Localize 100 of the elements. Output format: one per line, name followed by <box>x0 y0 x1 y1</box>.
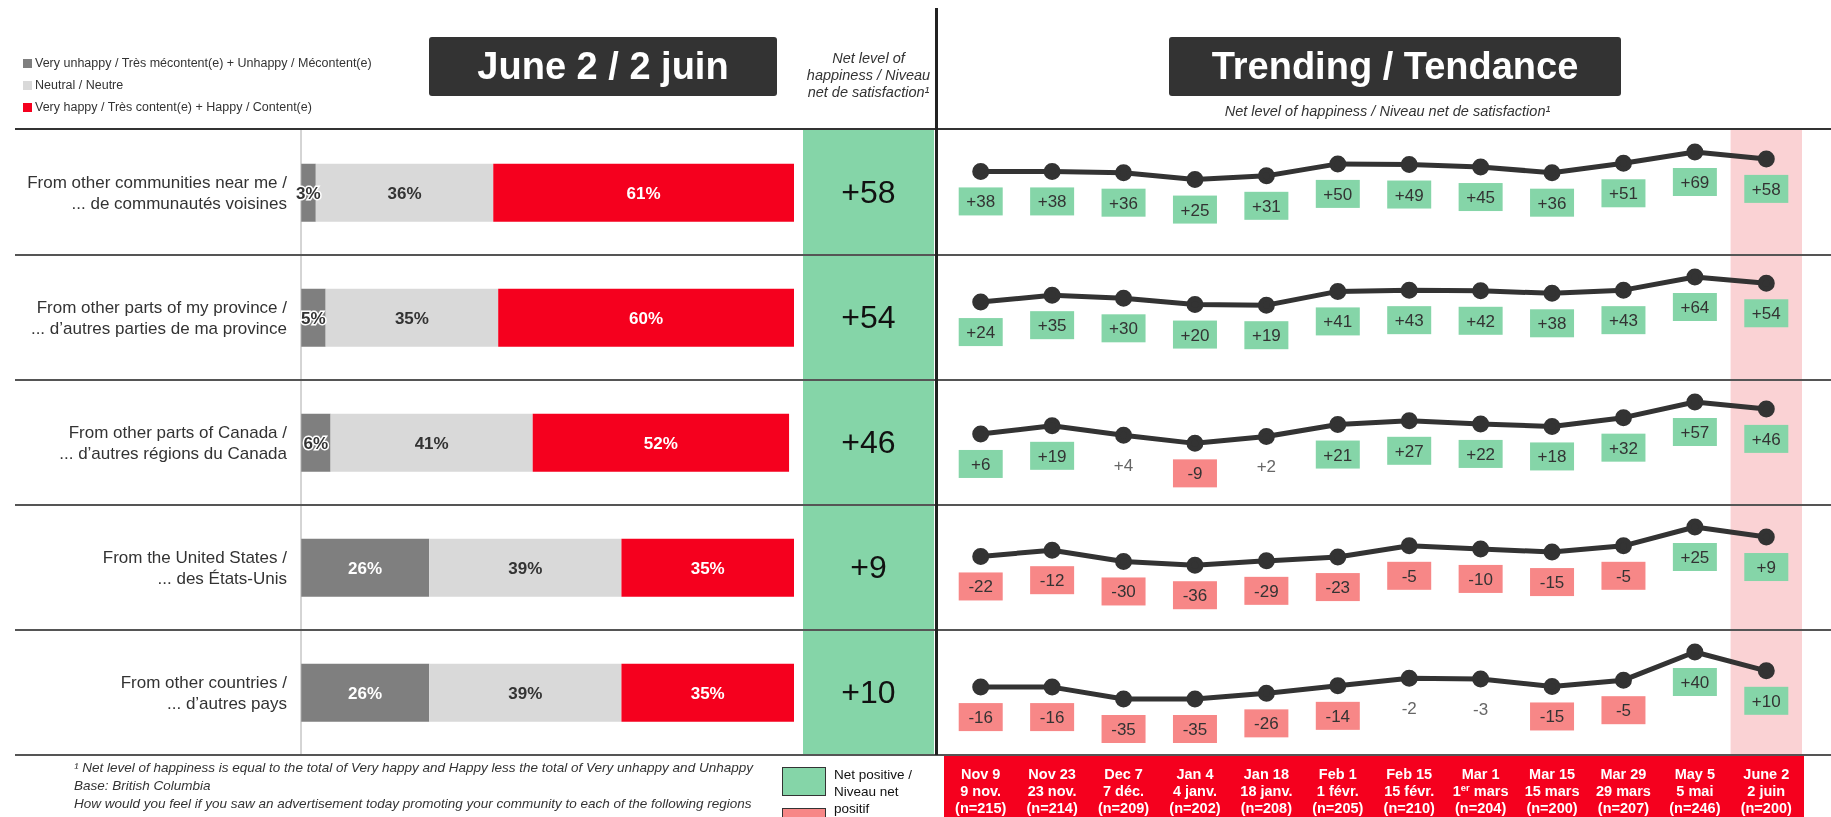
data-label: -10 <box>1468 569 1493 589</box>
data-label: +45 <box>1466 188 1496 208</box>
x-tick-label: Feb 1 1 févr. (n=205) <box>1312 766 1364 816</box>
legend-label: Very unhappy / Très mécontent(e) + Unhappy / Mécontent(e) <box>35 55 372 72</box>
data-label: 26% <box>348 683 383 703</box>
data-label: +38 <box>966 192 996 212</box>
x-tick-label: Nov 23 23 nov. (n=214) <box>1026 766 1078 816</box>
x-tick-label: June 2 2 juin (n=200) <box>1740 766 1793 816</box>
chart-subtitle: Net level of happiness / Niveau net de satisfaction¹ <box>1223 103 1552 119</box>
x-tick-label: Jan 4 4 janv. (n=202) <box>1169 766 1221 816</box>
data-label: -23 <box>1325 578 1351 598</box>
data-label: 5% <box>301 308 326 328</box>
bar <box>621 663 794 722</box>
x-tick-label: Nov 9 9 nov. (n=215) <box>955 766 1007 816</box>
data-label: +50 <box>1323 184 1353 204</box>
data-label: 41% <box>414 433 449 453</box>
data-label: +27 <box>1394 441 1424 461</box>
y-tick-label: From the United States / ... des États-Unis <box>102 548 288 588</box>
data-label: -9 <box>1187 464 1203 484</box>
data-label: -16 <box>1039 708 1065 728</box>
point <box>1400 669 1418 687</box>
data-label: -12 <box>1039 571 1065 591</box>
y-tick-label: From other communities near me / ... de communautés voisines <box>27 173 288 213</box>
data-label: -26 <box>1254 714 1279 734</box>
point <box>1115 426 1133 444</box>
data-label: +9 <box>1756 558 1776 578</box>
data-label: +69 <box>1680 173 1710 192</box>
data-label: -36 <box>1182 586 1208 606</box>
data-label: +54 <box>1751 304 1781 324</box>
data-label: +42 <box>1466 311 1496 331</box>
legend-label: Very happy / Très content(e) + Happy / Content(e) <box>35 99 312 116</box>
data-label: -16 <box>968 708 993 728</box>
data-label: +58 <box>1751 179 1781 199</box>
text: How would you feel if you saw an advertisement today promoting your community to each of the following regions <box>74 795 753 813</box>
bar <box>325 288 499 347</box>
data-label: -15 <box>1539 707 1565 727</box>
x-tick-label: Feb 15 15 févr. (n=210) <box>1383 766 1435 816</box>
data-label: +38 <box>1537 314 1567 334</box>
data-label: +32 <box>1609 438 1638 458</box>
data-label: +18 <box>1537 447 1567 467</box>
data-label: 35% <box>690 683 725 703</box>
data-label: -5 <box>1615 566 1632 586</box>
x-tick-label: Dec 7 7 déc. (n=209) <box>1097 766 1150 816</box>
data-label: +24 <box>966 323 996 343</box>
data-label: +10 <box>840 673 897 712</box>
data-label: -22 <box>968 577 993 597</box>
data-label: +54 <box>840 298 897 337</box>
data-label: +38 <box>1037 192 1067 212</box>
data-label: +21 <box>1323 445 1353 465</box>
bar <box>429 663 622 722</box>
x-tick-label: May 5 5 mai (n=246) <box>1669 766 1721 816</box>
data-label: -5 <box>1615 701 1632 721</box>
data-label: -3 <box>1473 699 1489 719</box>
data-label: -30 <box>1111 582 1136 602</box>
data-label: +20 <box>1180 325 1210 345</box>
data-label: +41 <box>1323 312 1353 332</box>
data-label: 36% <box>387 183 422 203</box>
data-label: -2 <box>1401 699 1417 719</box>
text: ¹ Net level of happiness is equal to the total of Very happy and Happy less the total of Very unhappy and Unhappy <box>74 759 755 777</box>
data-label: +46 <box>1751 429 1781 449</box>
data-label: +51 <box>1609 184 1638 204</box>
data-label: +58 <box>840 173 897 212</box>
data-label: +49 <box>1394 185 1424 205</box>
text: Net level of happiness / Niveau net de satisfaction¹ <box>805 50 932 101</box>
bar <box>532 413 790 472</box>
bar <box>330 413 533 472</box>
data-label: +22 <box>1466 444 1496 464</box>
data-label: +57 <box>1680 423 1710 442</box>
data-label: +6 <box>971 454 991 474</box>
x-tick-label: Mar 1 1$^{er}$ mars (n=204) <box>1452 766 1509 816</box>
data-label: +36 <box>1537 193 1567 213</box>
data-label: -35 <box>1182 720 1208 739</box>
bar <box>429 538 622 597</box>
data-label: +2 <box>1256 457 1277 477</box>
data-label: 35% <box>690 558 725 578</box>
data-label: +19 <box>1251 326 1281 346</box>
legend-label: Neutral / Neutre <box>35 77 124 94</box>
data-label: +43 <box>1609 311 1638 331</box>
x-tick-label: Jan 18 18 janv. (n=208) <box>1240 766 1293 816</box>
y-tick-label: From other parts of Canada / ... d’autres régions du Canada <box>59 423 288 463</box>
chart-title: June 2 / 2 juin <box>429 37 777 96</box>
data-label: +43 <box>1394 311 1424 331</box>
y-tick-label: From other countries / ... d’autres pays <box>120 673 288 713</box>
data-label: +31 <box>1251 196 1281 216</box>
data-label: 61% <box>626 183 661 203</box>
bar <box>493 163 794 222</box>
text: Net positive / Niveau net positif <box>834 766 914 817</box>
data-label: -5 <box>1401 566 1417 586</box>
point <box>1472 670 1490 688</box>
data-label: 39% <box>508 558 543 578</box>
data-label: +64 <box>1680 298 1710 317</box>
data-label: 39% <box>508 683 543 703</box>
data-label: 60% <box>629 308 664 328</box>
data-label: +10 <box>1751 691 1781 711</box>
data-label: +25 <box>1180 200 1210 220</box>
chart-title: Trending / Tendance <box>1169 37 1621 96</box>
data-label: +25 <box>1680 548 1710 567</box>
data-label: +19 <box>1037 446 1067 466</box>
data-label: +30 <box>1109 319 1138 339</box>
data-label: -35 <box>1111 720 1136 739</box>
